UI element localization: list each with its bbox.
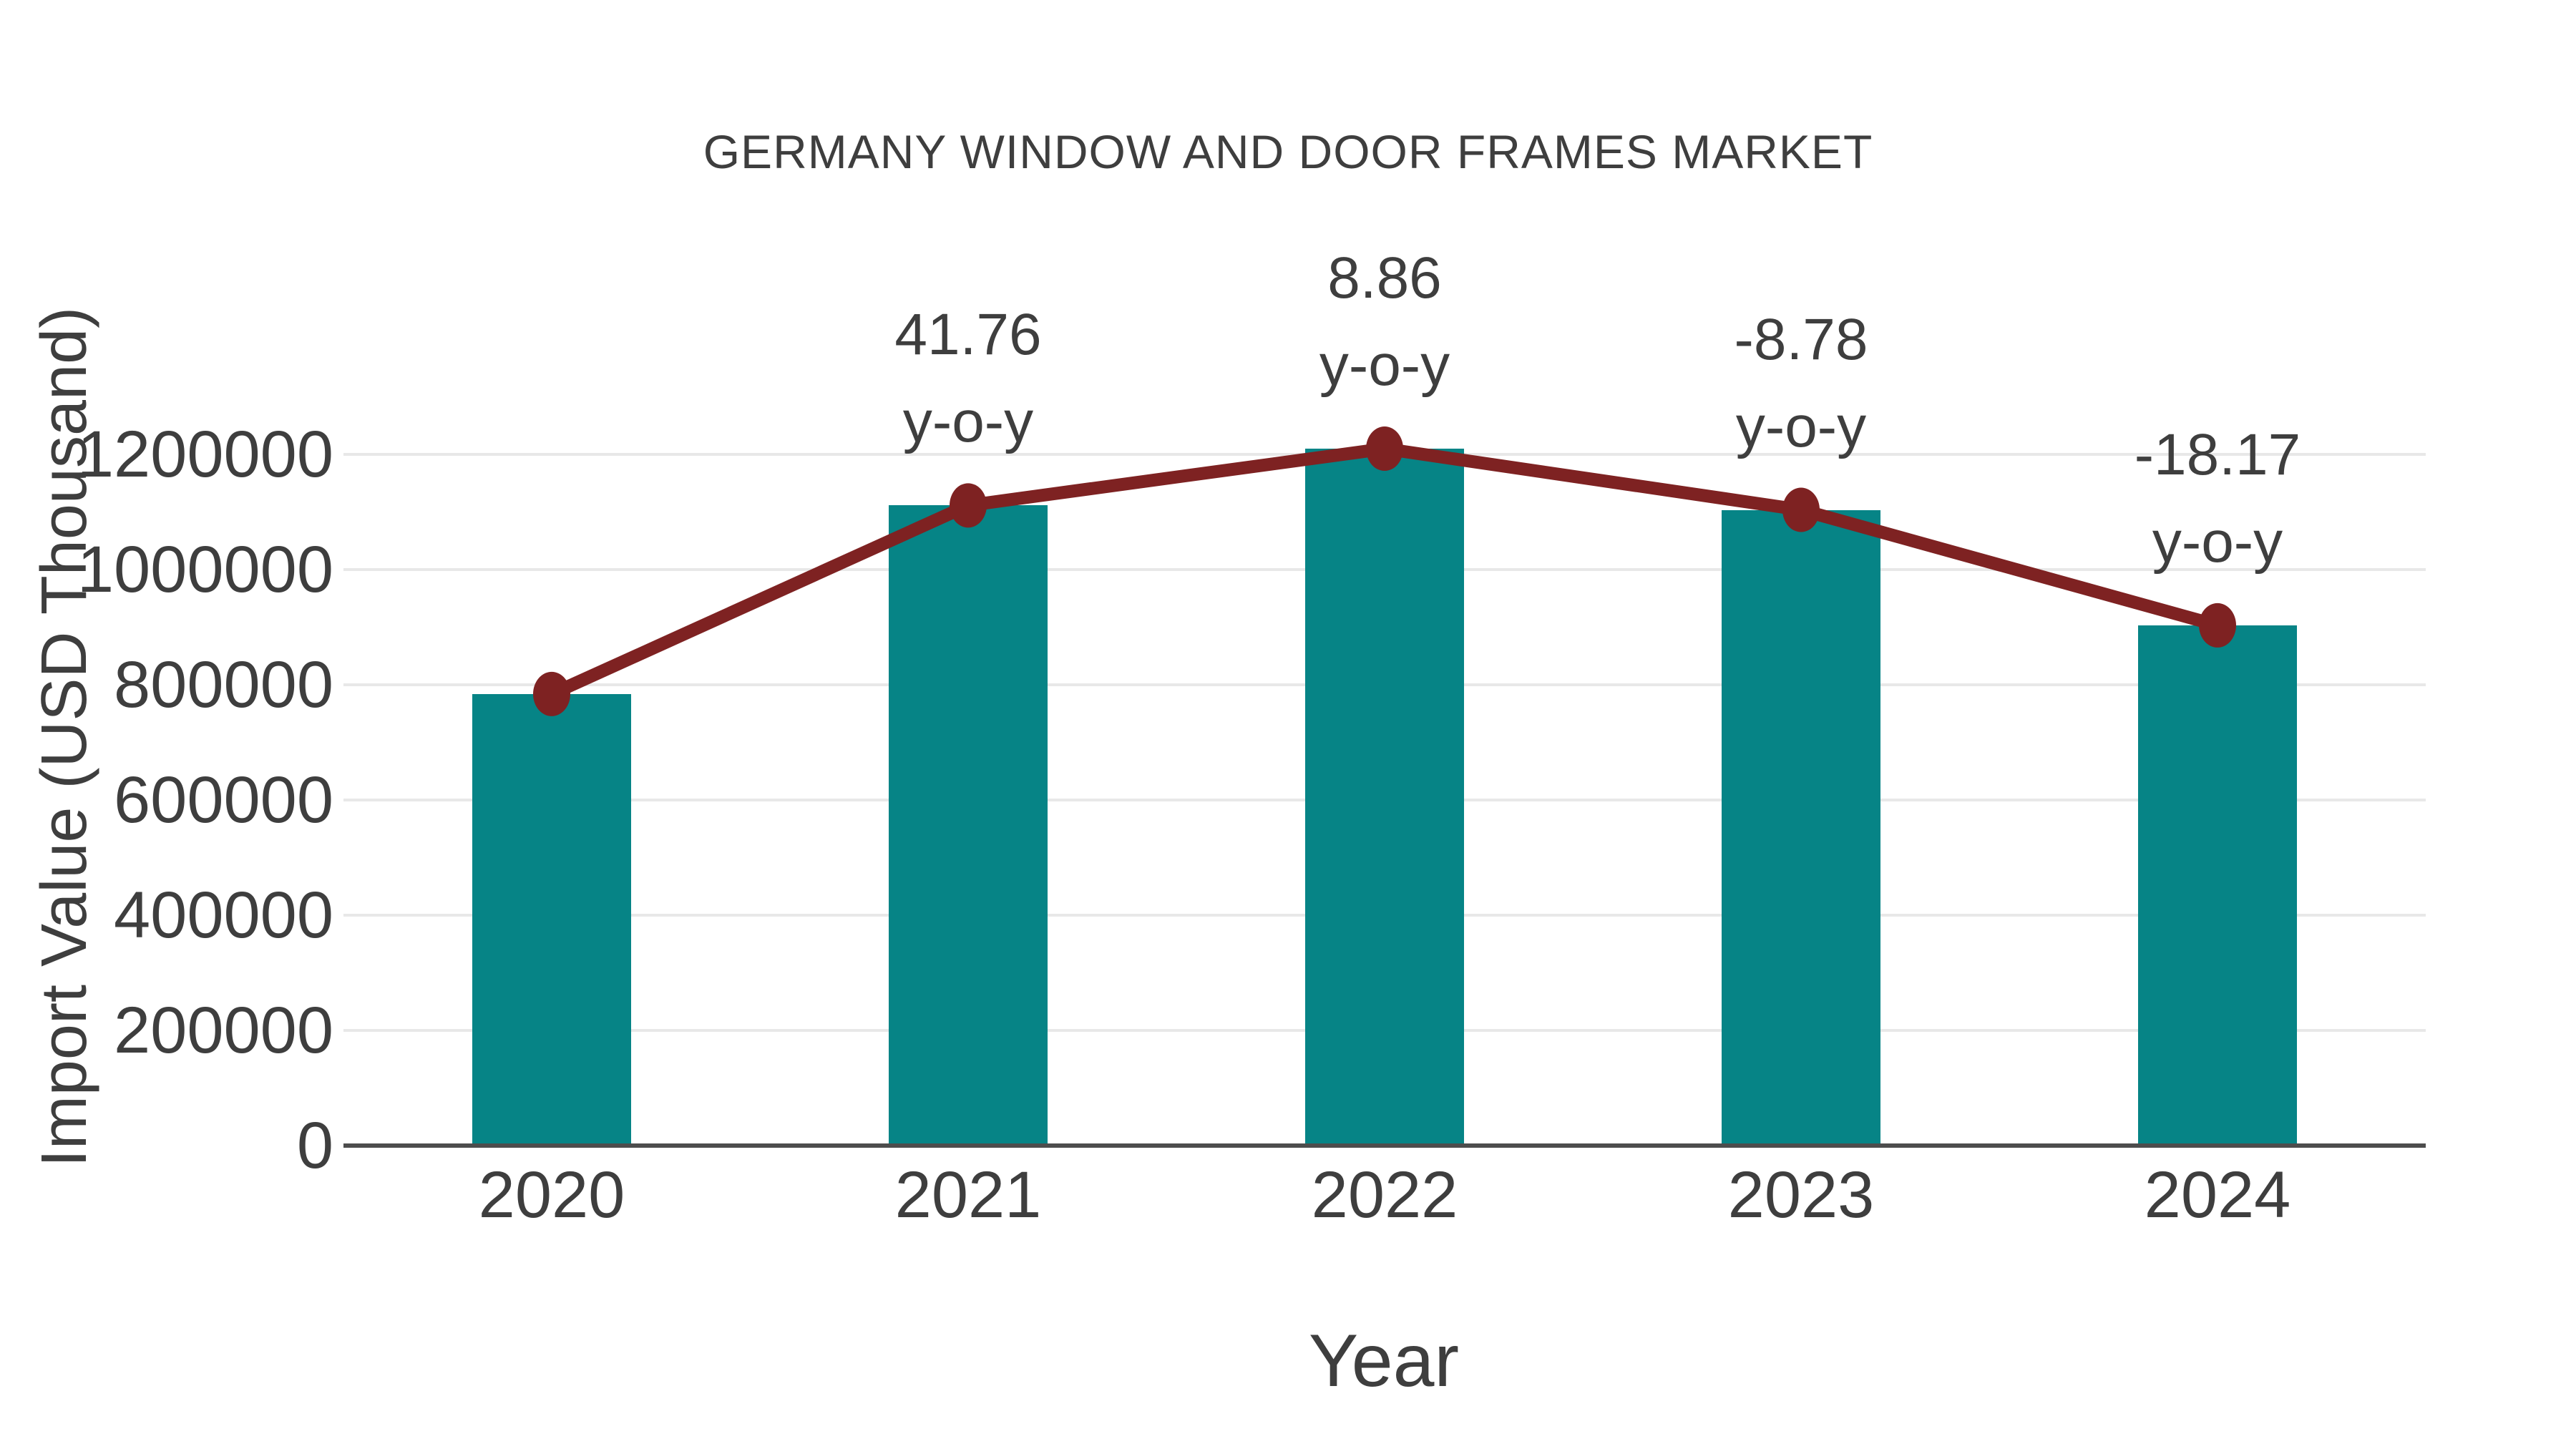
yoy-suffix-label: y-o-y — [2152, 509, 2283, 575]
yoy-suffix-label: y-o-y — [1319, 333, 1450, 399]
yoy-value-label: -18.17 — [2134, 421, 2301, 487]
x-tick-label-2020: 2020 — [478, 1158, 625, 1231]
y-tick-label-200000: 200000 — [114, 994, 333, 1067]
y-tick-label-1200000: 1200000 — [77, 418, 333, 491]
yoy-value-label: -8.78 — [1734, 306, 1868, 372]
data-point-2020 — [533, 671, 570, 716]
y-tick-label-400000: 400000 — [114, 879, 333, 952]
y-tick-label-1000000: 1000000 — [77, 533, 333, 606]
bar-2022 — [1305, 449, 1464, 1146]
yoy-suffix-label: y-o-y — [1735, 394, 1867, 459]
y-tick-label-600000: 600000 — [114, 763, 333, 836]
yoy-value-label: 41.76 — [894, 302, 1042, 368]
data-point-2024 — [2199, 602, 2236, 648]
x-tick-label-2024: 2024 — [2144, 1158, 2291, 1231]
bar-2023 — [1722, 509, 1880, 1146]
yoy-value-label: 8.86 — [1327, 245, 1442, 311]
yoy-suffix-label: y-o-y — [902, 389, 1034, 455]
y-tick-label-0: 0 — [296, 1109, 333, 1182]
x-tick-label-2021: 2021 — [894, 1158, 1042, 1231]
x-axis-line — [343, 1143, 2426, 1148]
data-point-2021 — [950, 483, 987, 528]
yoy-annotation-2024: -18.17 y-o-y — [1967, 411, 2468, 586]
bar-2021 — [889, 505, 1048, 1146]
bar-2020 — [472, 693, 631, 1146]
chart-title: GERMANY WINDOW AND DOOR FRAMES MARKET — [703, 125, 1873, 178]
bar-2024 — [2138, 625, 2297, 1146]
x-tick-label-2023: 2023 — [1727, 1158, 1875, 1231]
data-point-2023 — [1782, 487, 1820, 532]
yoy-annotation-2021: 41.76 y-o-y — [718, 291, 1219, 466]
yoy-annotation-2022: 8.86 y-o-y — [1134, 235, 1635, 409]
y-tick-label-800000: 800000 — [114, 648, 333, 721]
x-tick-label-2022: 2022 — [1311, 1158, 1458, 1231]
x-axis-title: Year — [1308, 1319, 1460, 1402]
data-point-2022 — [1366, 426, 1403, 472]
yoy-annotation-2023: -8.78 y-o-y — [1551, 296, 2051, 471]
